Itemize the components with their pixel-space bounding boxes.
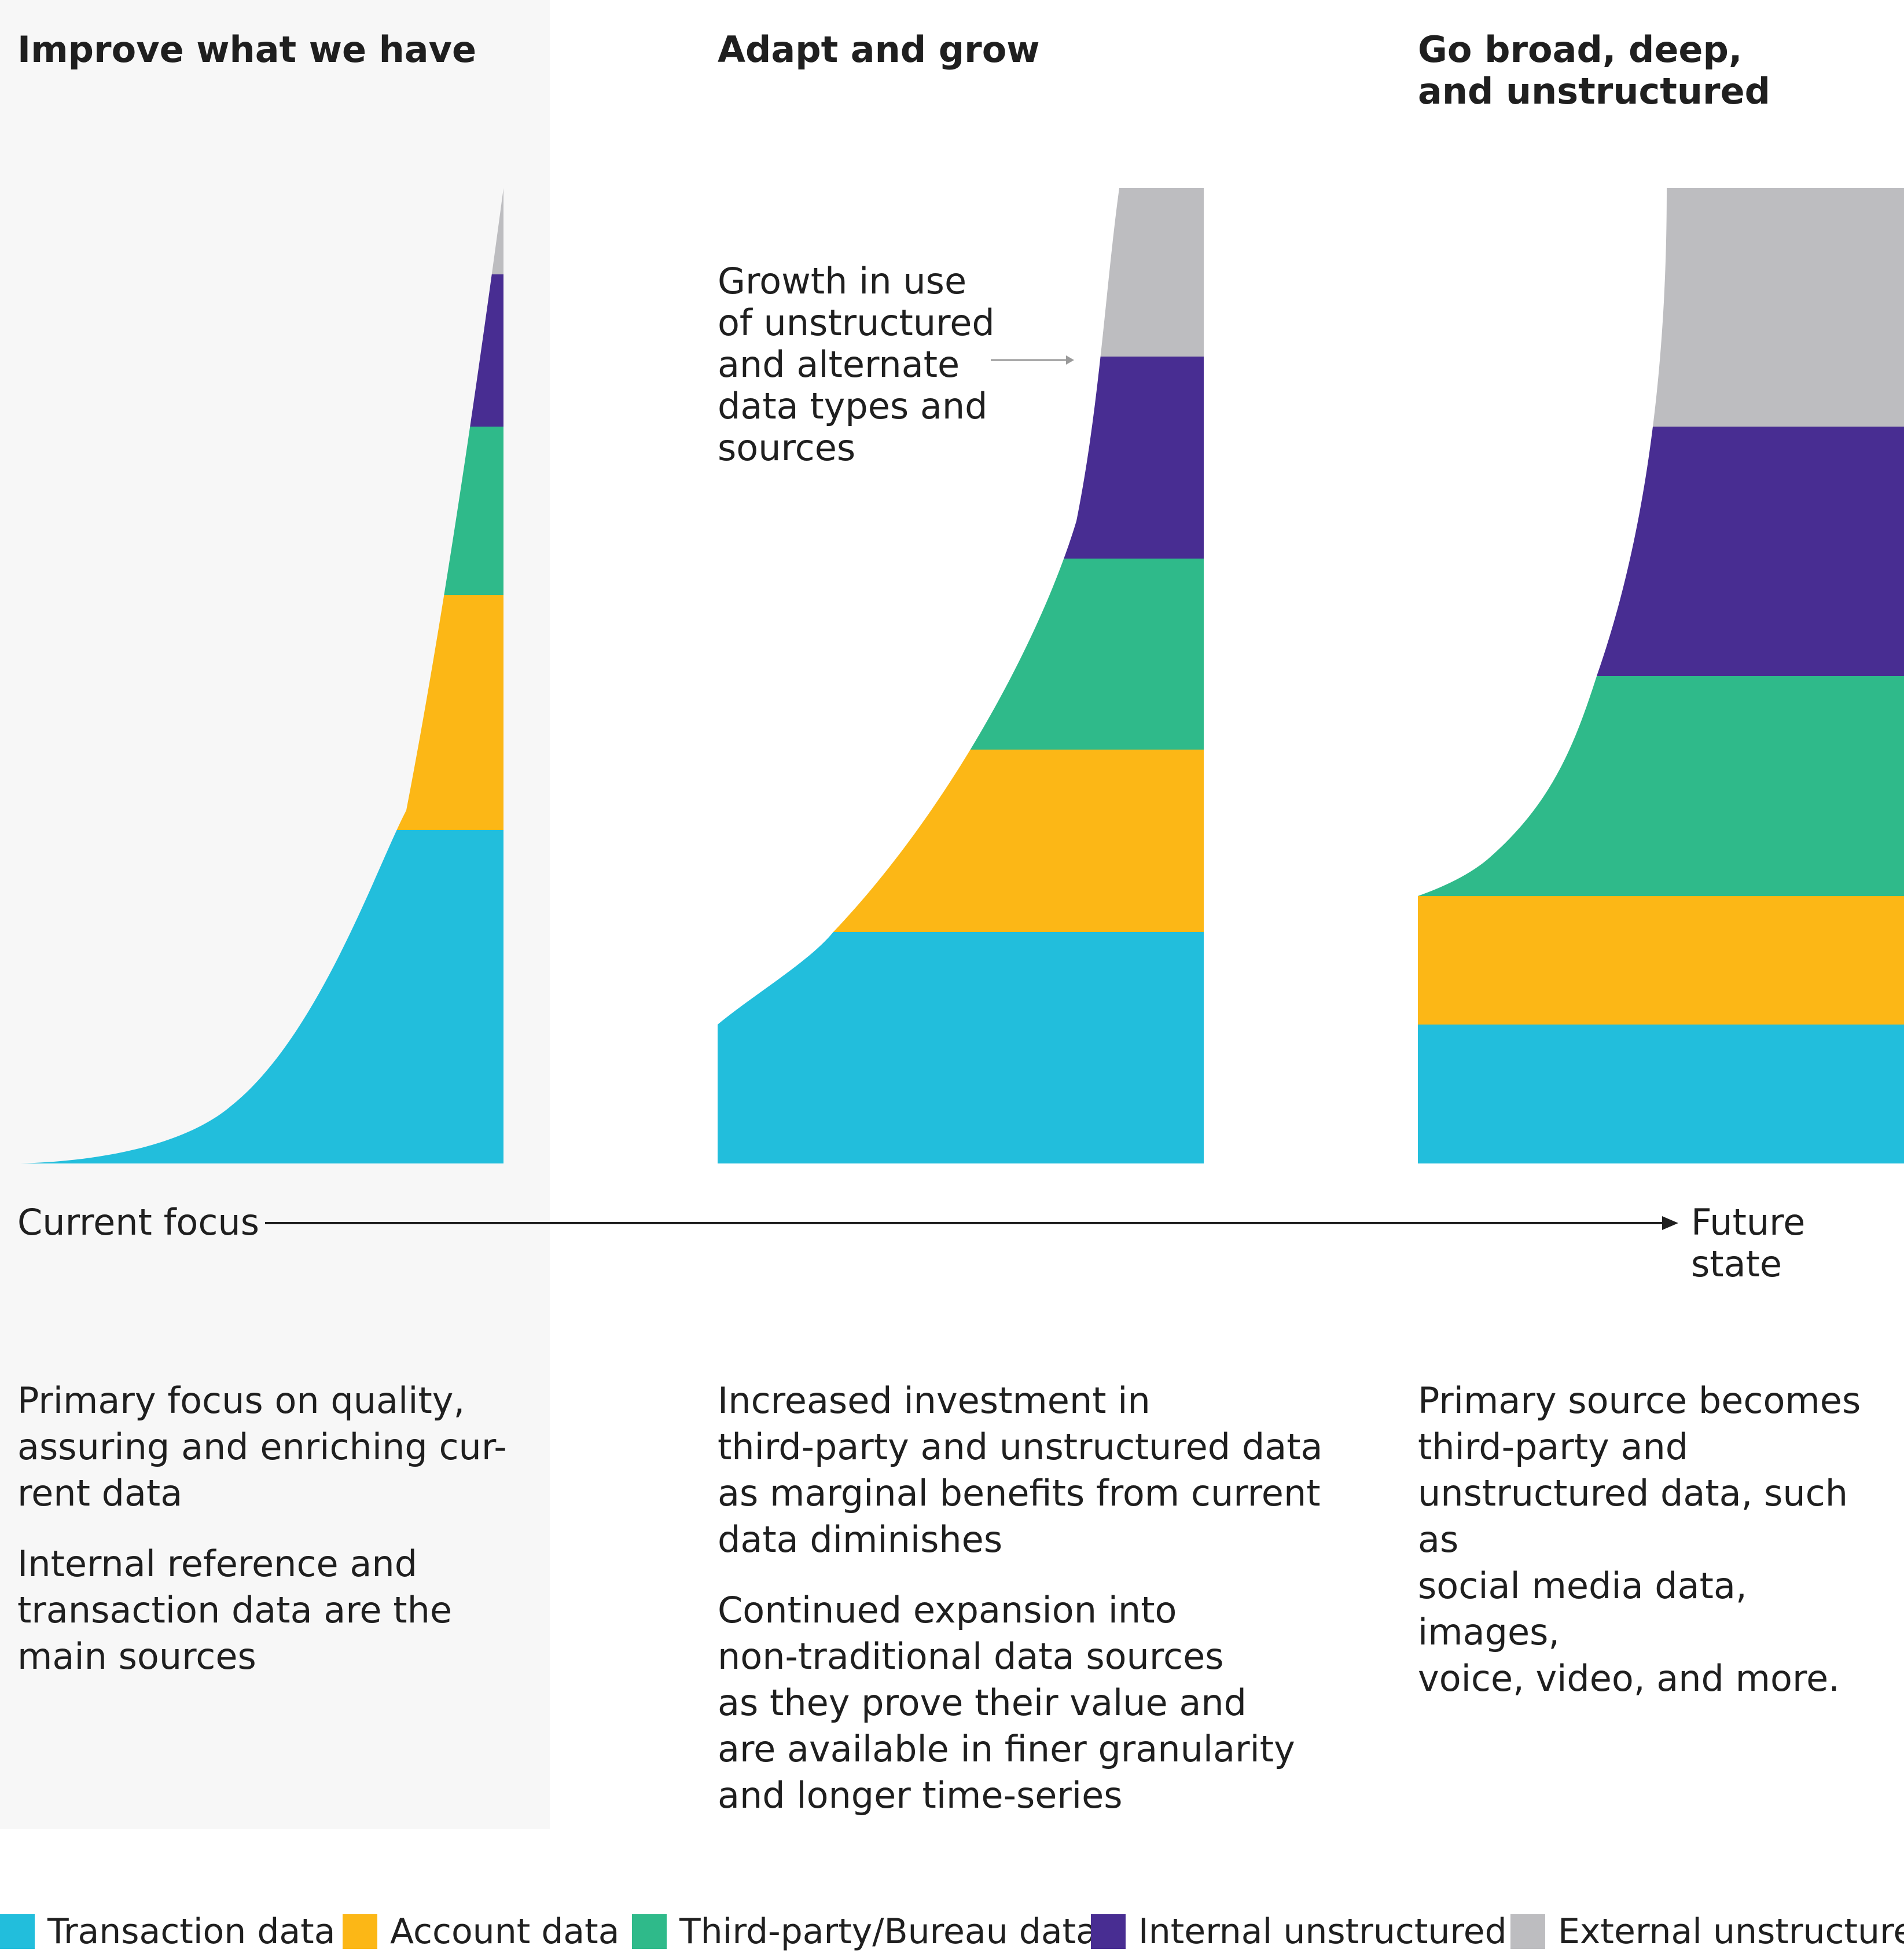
- stage3-internal-band: [1418, 427, 1904, 676]
- stage1-internal-band: [20, 274, 503, 427]
- legend-label: Transaction data: [47, 1911, 336, 1952]
- stage3-transaction-band: [1418, 1025, 1904, 1163]
- stage-title-adapt: Adapt and grow: [718, 28, 1040, 71]
- stage2-thirdparty-band: [718, 559, 1204, 750]
- stage3-account-band: [1418, 896, 1904, 1025]
- annotation-arrow: [991, 355, 1074, 365]
- legend-label: Internal unstructured: [1138, 1911, 1507, 1952]
- stage3-stack: [1418, 188, 1904, 1163]
- stage1-paragraph: Internal reference and transaction data …: [17, 1543, 453, 1677]
- data-evolution-diagram: [20, 188, 1904, 1230]
- stage3-paragraph: Primary source becomes third-party and u…: [1418, 1379, 1861, 1699]
- stage-title-broad: Go broad, deep, and unstructured: [1418, 28, 1771, 112]
- stage1-thirdparty-band: [20, 427, 503, 595]
- legend-item-transaction: Transaction data: [0, 1910, 335, 1953]
- legend-swatch-thirdparty: [632, 1914, 667, 1949]
- legend-label: Third-party/Bureau data: [679, 1911, 1097, 1952]
- legend-swatch-account: [343, 1914, 377, 1949]
- stage2-paragraph: Continued expansion into non-traditional…: [718, 1589, 1295, 1816]
- stage1-description: Primary focus on quality, assuring and e…: [17, 1378, 527, 1704]
- axis-start-label: Current focus: [17, 1201, 260, 1243]
- stage1-external-band: [20, 188, 503, 274]
- growth-annotation: Growth in use of unstructured and altern…: [718, 260, 995, 469]
- legend-item-external: External unstructured: [1510, 1910, 1904, 1953]
- legend-swatch-internal: [1091, 1914, 1126, 1949]
- stage3-description: Primary source becomes third-party and u…: [1418, 1378, 1898, 1726]
- legend-label: External unstructured: [1558, 1911, 1904, 1952]
- legend-swatch-external: [1510, 1914, 1545, 1949]
- legend-item-thirdparty: Third-party/Bureau data: [632, 1910, 1097, 1953]
- stage2-description: Increased investment in third-party and …: [718, 1378, 1343, 1843]
- stage2-account-band: [718, 750, 1204, 932]
- stage-title-improve: Improve what we have: [17, 28, 477, 71]
- stage1-transaction-band: [20, 830, 503, 1163]
- stage1-stack: [20, 188, 503, 1163]
- stage2-transaction-band: [718, 932, 1204, 1163]
- legend-swatch-transaction: [0, 1914, 35, 1949]
- legend: Transaction data Account data Third-part…: [0, 1910, 1904, 1953]
- axis-end-label: Future state: [1691, 1201, 1806, 1285]
- legend-item-internal: Internal unstructured: [1091, 1910, 1507, 1953]
- stage1-account-band: [20, 595, 503, 830]
- legend-label: Account data: [390, 1911, 620, 1952]
- stage3-thirdparty-band: [1418, 676, 1904, 896]
- stage3-external-band: [1418, 188, 1904, 427]
- progress-arrow: [265, 1216, 1678, 1230]
- stage1-paragraph: Primary focus on quality, assuring and e…: [17, 1379, 507, 1514]
- stage2-paragraph: Increased investment in third-party and …: [718, 1379, 1323, 1561]
- legend-item-account: Account data: [343, 1910, 619, 1953]
